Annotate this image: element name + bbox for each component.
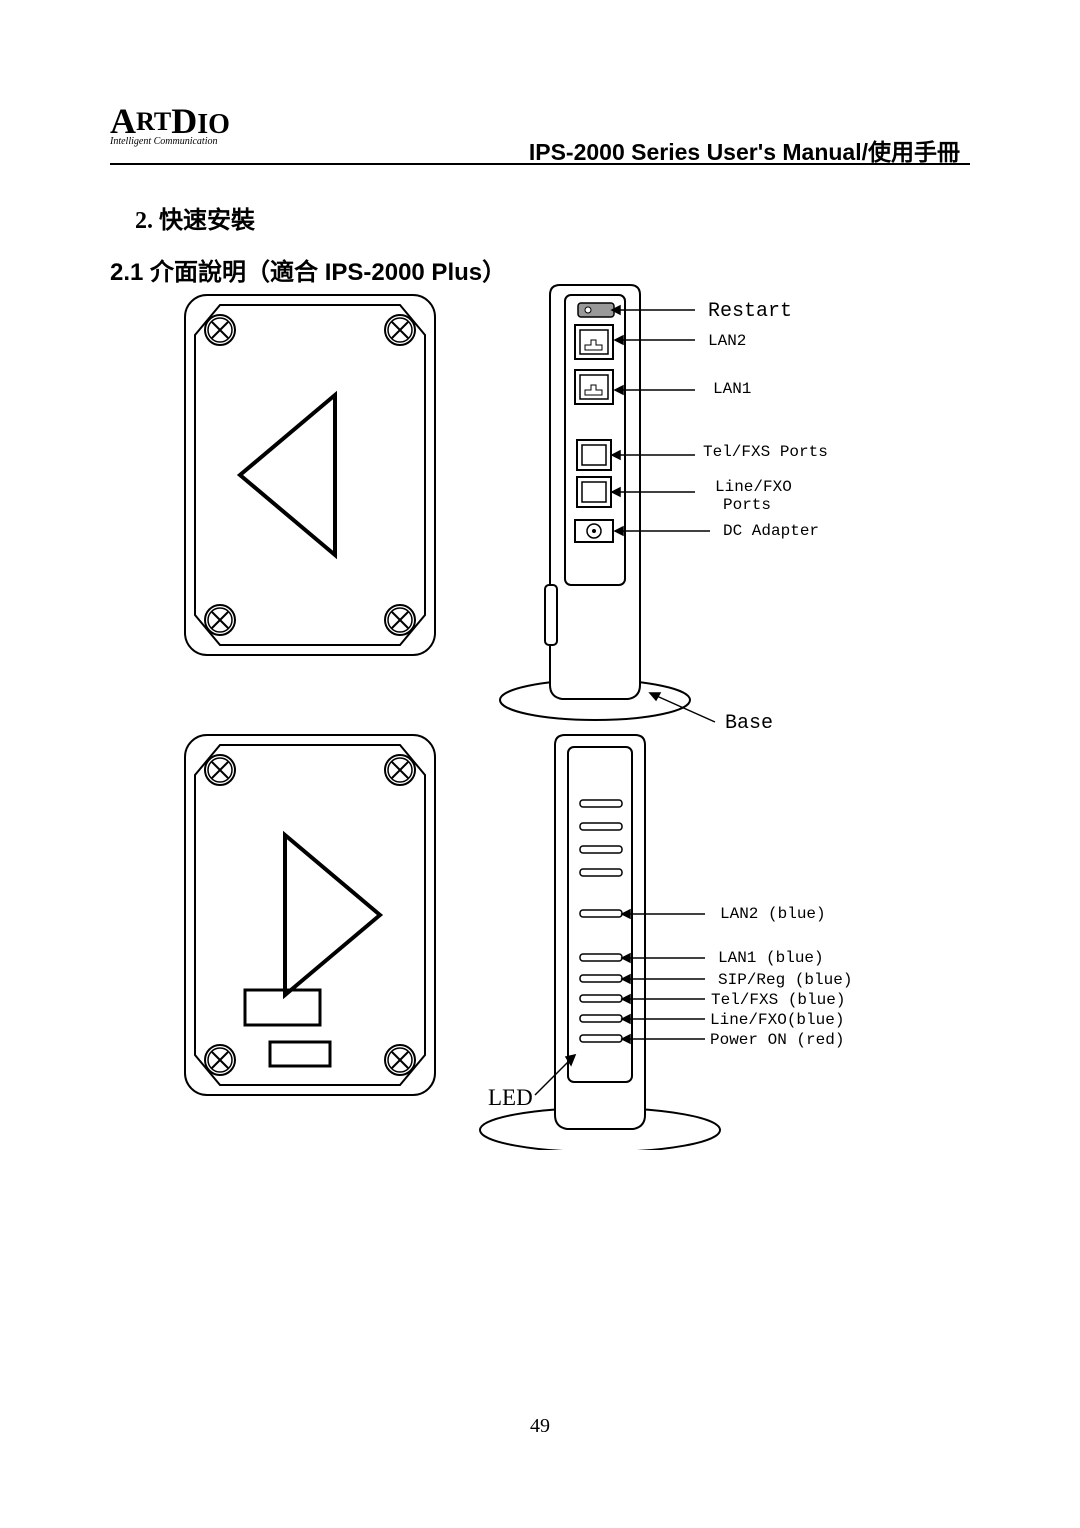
label-led-power: Power ON (red) xyxy=(710,1031,844,1049)
label-base: Base xyxy=(725,712,773,735)
side-unit-ports xyxy=(500,285,715,722)
label-restart: Restart xyxy=(708,300,792,323)
label-led-lan2: LAN2 (blue) xyxy=(720,905,826,923)
lan1-port-icon xyxy=(575,370,613,404)
section-2-heading: 2. 快速安裝 xyxy=(135,200,255,235)
page-number: 49 xyxy=(0,1415,1080,1438)
tel-fxs-port-icon xyxy=(577,440,611,470)
header-title: IPS-2000 Series User's Manual/使用手冊 xyxy=(529,133,960,167)
lan2-port-icon xyxy=(575,325,613,359)
screw-icon xyxy=(205,315,235,345)
front-plate-2 xyxy=(185,735,435,1095)
logo-tagline: Intelligent Communication xyxy=(110,136,230,147)
dc-adapter-port-icon xyxy=(575,520,613,542)
screw-icon xyxy=(385,315,415,345)
label-led-tel: Tel/FXS (blue) xyxy=(711,991,845,1009)
label-led-lan1: LAN1 (blue) xyxy=(718,949,824,967)
line-fxo-port-icon xyxy=(577,477,611,507)
label-led-sip: SIP/Reg (blue) xyxy=(718,971,852,989)
header-underline xyxy=(110,163,970,165)
label-tel-fxs: Tel/FXS Ports xyxy=(703,443,828,461)
front-plate-1 xyxy=(185,295,435,655)
label-lan1: LAN1 xyxy=(713,380,751,398)
brand-logo: ARTDIO Intelligent Communication xyxy=(110,100,230,147)
label-line-fxo: Line/FXO xyxy=(715,478,792,496)
label-led-caption: LED xyxy=(488,1085,533,1111)
label-led-line: Line/FXO(blue) xyxy=(710,1011,844,1029)
screw-icon xyxy=(205,605,235,635)
label-dc-adapter: DC Adapter xyxy=(723,522,819,540)
screw-icon xyxy=(385,605,415,635)
device-diagram: Restart LAN2 LAN1 Tel/FXS Ports Line/FXO… xyxy=(160,280,930,1150)
label-lan2: LAN2 xyxy=(708,332,746,350)
label-line-fxo2: Ports xyxy=(723,496,771,514)
